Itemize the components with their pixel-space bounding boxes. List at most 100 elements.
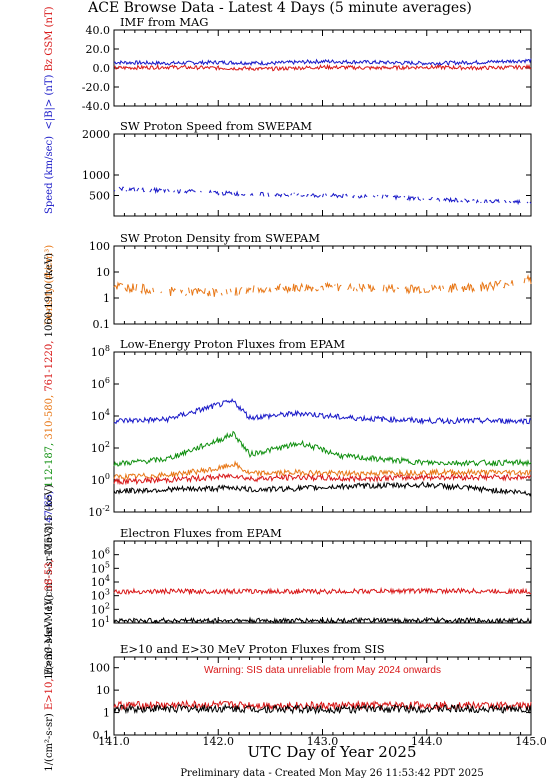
panel-title: Low-Energy Proton Fluxes from EPAM [120,337,345,351]
y-axis-label: <|B|> (nT) Bz GSM (nT) [44,6,55,129]
y-tick-label: 106 [91,547,110,562]
panel-frame [113,133,532,217]
series-density-line [225,289,228,295]
series-density-line [442,285,445,290]
series-speed-line [221,190,233,196]
panel-title: SW Proton Speed from SWEPAM [120,119,312,133]
series-112-187-line [113,430,532,468]
y-tick-label: -20.0 [82,81,110,94]
series-speed-line [372,195,376,198]
series-density-line [358,283,366,293]
series-density-line [282,285,292,294]
series-speed-line [428,197,433,201]
series-density-line [152,287,155,293]
series-speed-line [392,194,402,201]
series-density-line [188,287,190,294]
panel-frame [113,540,532,624]
series-density-line [320,285,324,291]
series-speed-line [406,194,417,202]
series-speed-line [436,197,441,202]
series-speed-line [376,194,379,197]
y-tick-label: 104 [91,408,110,423]
series-density-line [160,291,163,294]
y-axis-label: Density (#/cm³) [44,245,55,325]
series-speed-line [173,190,176,193]
series-density-line [229,288,232,293]
series-speed-line [322,193,324,198]
panel-1: IMF from MAG 40.0 20.0 0.0 -20.0 -40.0 <|B|> (… [44,6,532,130]
series-speed-line [153,186,162,195]
series-speed-line [249,192,254,196]
x-axis-tick-labels: 141.0 142.0 143.0 144.0 145.0 [98,735,547,748]
series-speed-line [283,193,290,197]
series-density-line [461,282,475,294]
series-density-line [238,287,243,295]
panel-title: Electron Fluxes from EPAM [120,526,282,540]
series-density-line [523,278,526,284]
series-e-30-line [113,703,532,715]
y-tick-label: 2000 [82,128,110,141]
series-speed-line [363,193,368,198]
series-density-line [185,293,187,297]
footer-text: Preliminary data - Created Mon May 26 11… [180,768,483,779]
series-density-line [352,287,355,292]
x-tick-label: 141.0 [98,735,130,748]
series-density-line [396,287,400,289]
y-tick-label: 104 [91,574,110,589]
y-tick-label: 102 [91,601,110,616]
series-density-line [274,283,282,292]
y-tick-label: 500 [89,190,110,203]
series-speed-line [233,190,240,197]
series-speed-line [443,196,459,203]
series-speed-line [384,194,389,198]
y-tick-label: 100 [89,240,110,253]
series-bz-gsm-line [113,63,532,72]
series-speed-line [357,194,363,199]
panel-4: Low-Energy Proton Fluxes from EPAM 108 106… [44,253,532,611]
x-tick-label: 144.0 [411,735,443,748]
x-tick-label: 143.0 [307,735,339,748]
series-speed-line [508,200,512,203]
series-density-line [268,286,272,293]
x-tick-label: 145.0 [515,735,547,748]
series-density-line [423,288,431,293]
series-speed-line [300,194,305,197]
series-speed-line [330,192,344,199]
y-tick-label: 0.1 [93,729,111,742]
series-speed-line [208,189,212,194]
series-density-line [234,287,238,296]
series--b--line [113,58,532,66]
series-density-line [448,283,458,293]
series-density-line [140,283,152,296]
series-761-1220-line [113,472,532,486]
series-density-line [385,283,396,294]
x-tick-label: 142.0 [203,735,235,748]
series-density-line [124,283,135,294]
series-speed-line [213,190,220,196]
series-speed-line [118,186,124,192]
series-density-line [180,289,183,294]
series-density-line [479,280,502,293]
y-tick-label: 10 [96,684,110,697]
series-speed-line [351,194,355,199]
series-density-line [220,292,223,296]
panel-5: Electron Fluxes from EPAM 106105104103102… [44,484,532,680]
series-density-line [190,287,206,296]
series-density-line [292,282,304,292]
series-density-line [347,282,352,290]
series-speed-line [422,198,425,200]
series-density-line [336,283,342,292]
y-tick-label: 1 [103,292,110,305]
y-axis-label: 1/(cm²-s-sr) E>10, E>30 MeV [44,620,55,772]
series-density-line [510,280,514,286]
x-axis-label: UTC Day of Year 2025 [248,743,417,761]
series-density-line [325,281,333,289]
series-speed-line [167,188,170,192]
y-tick-label: 10-2 [88,504,110,519]
panel-title: IMF from MAG [120,15,208,29]
series-speed-line [503,199,507,204]
panel-2: SW Proton Speed from SWEPAM 2000 1000 500 Sp… [44,119,532,217]
series-speed-line [325,193,327,196]
panel-title: E>10 and E>30 MeV Proton Fluxes from SIS [120,642,385,656]
